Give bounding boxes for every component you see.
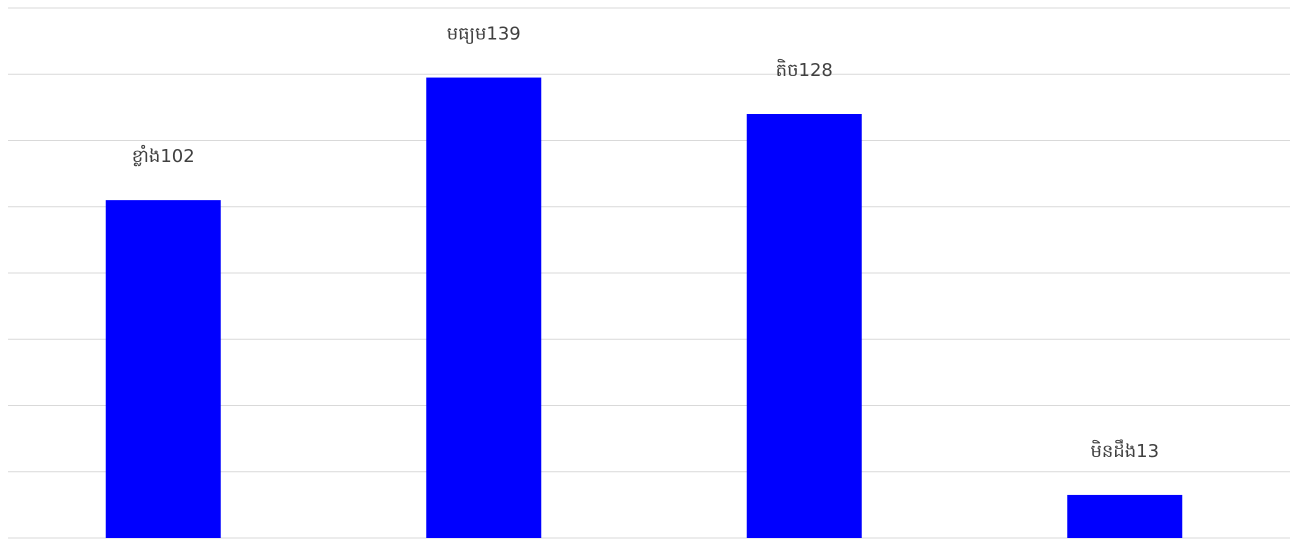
data-label-2: មធ្យម139	[447, 24, 521, 45]
bar-1	[105, 200, 221, 538]
data-labels: ខ្លាំង102 មធ្យម139 តិច128 មិនដឹង13	[132, 24, 1159, 462]
bar-3	[746, 114, 862, 538]
data-label-4: មិនដឹង13	[1090, 439, 1159, 462]
grid-lines	[8, 7, 1290, 539]
bar-4	[1067, 494, 1183, 538]
bar-2	[426, 77, 542, 538]
bar-series	[105, 77, 1183, 538]
data-label-1: ខ្លាំង102	[132, 144, 195, 167]
data-label-3: តិច128	[776, 58, 833, 81]
